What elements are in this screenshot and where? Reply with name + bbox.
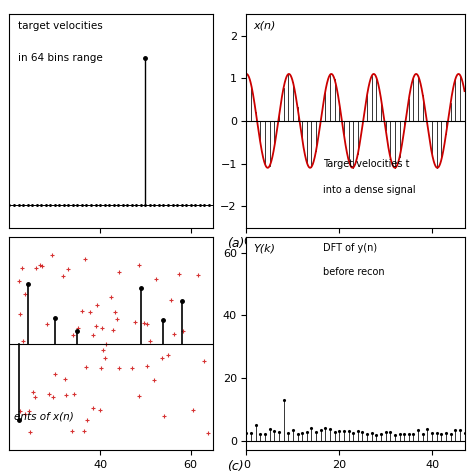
Text: target velocities: target velocities	[18, 21, 102, 31]
Text: in 64 bins range: in 64 bins range	[18, 53, 102, 63]
Text: into a dense signal: into a dense signal	[323, 185, 415, 195]
Text: Target velocities t: Target velocities t	[323, 159, 409, 169]
Text: ents of x(n): ents of x(n)	[14, 412, 73, 422]
Text: DFT of y(n): DFT of y(n)	[323, 244, 377, 254]
Text: (c): (c)	[228, 460, 244, 473]
Text: x(n): x(n)	[253, 21, 275, 31]
Text: (a): (a)	[228, 237, 245, 250]
Text: before recon: before recon	[323, 267, 384, 277]
Text: Y(k): Y(k)	[253, 244, 275, 254]
